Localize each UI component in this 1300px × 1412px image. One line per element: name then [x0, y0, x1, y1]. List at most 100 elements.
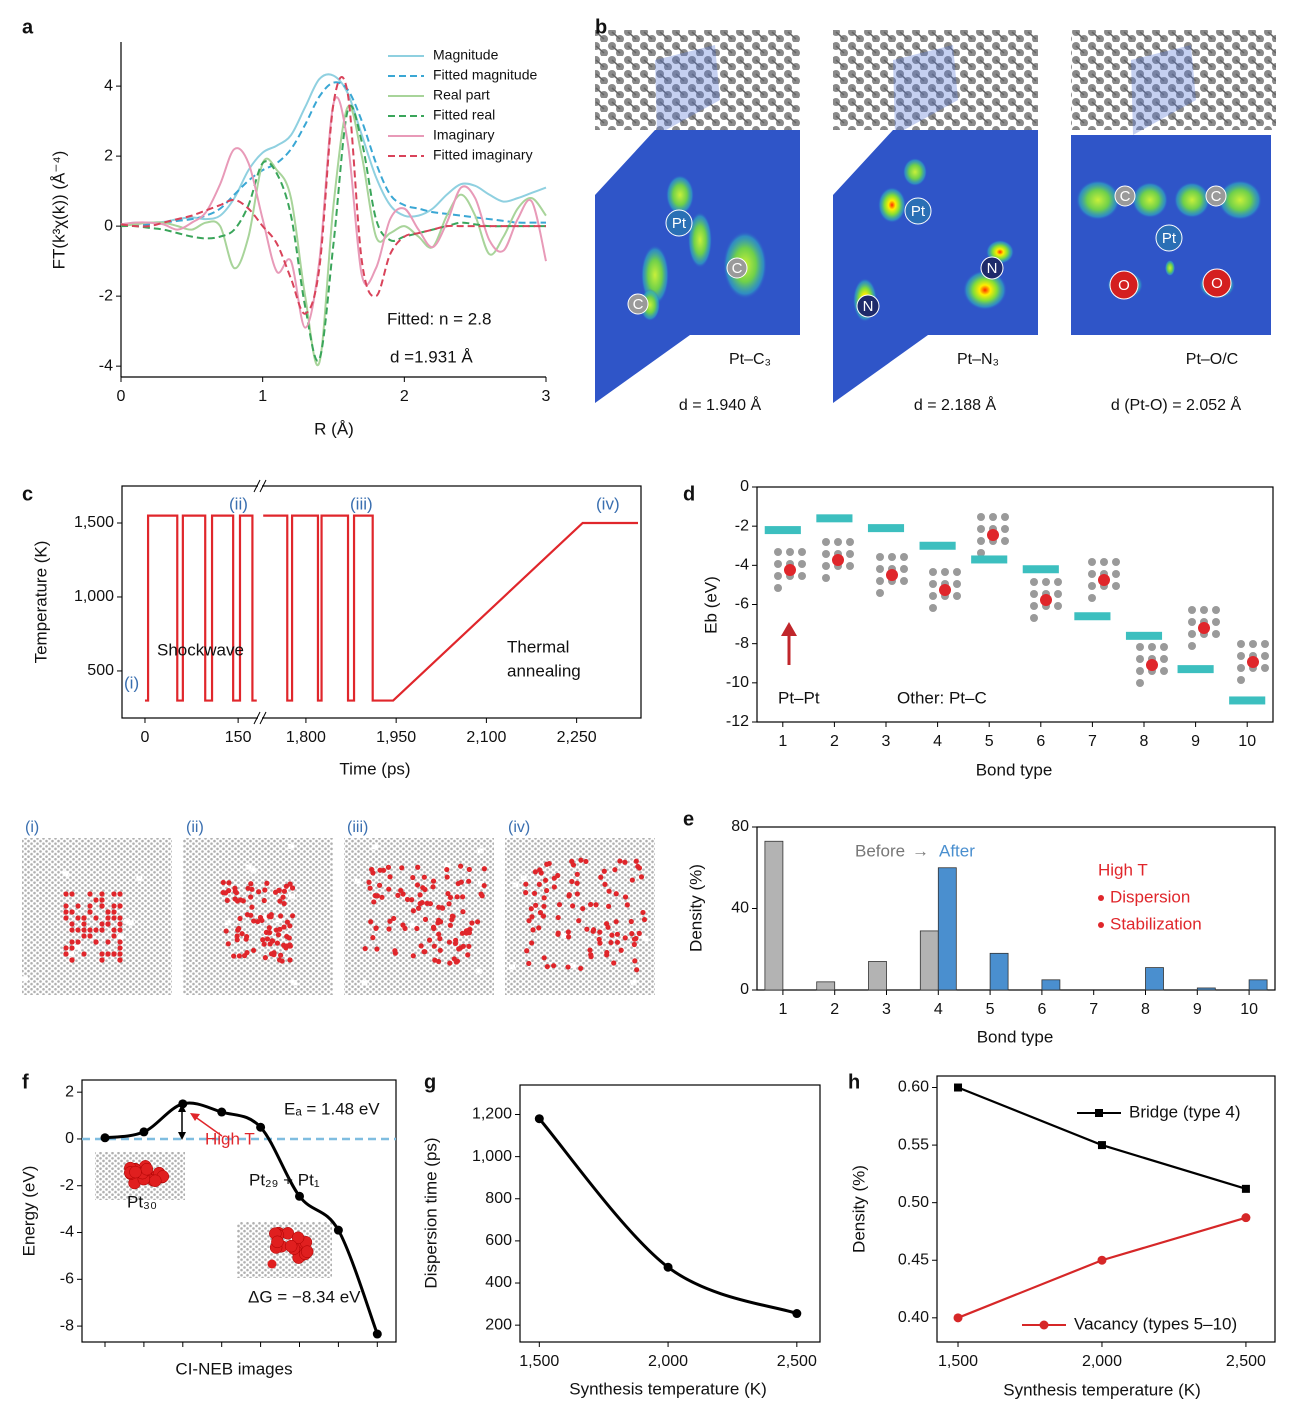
pt-atom	[271, 1235, 284, 1249]
pt-atom	[111, 915, 117, 921]
c-atom	[822, 562, 830, 570]
pt-atom	[271, 952, 277, 958]
pt-atom	[410, 874, 416, 881]
vacancy-hole	[288, 843, 295, 849]
legend-label: Imaginary	[433, 127, 494, 143]
pt-atom	[533, 902, 539, 908]
pt-atom	[105, 921, 111, 927]
pt-atom	[541, 955, 547, 961]
pt-atom	[436, 931, 442, 937]
c-atom	[929, 568, 937, 576]
pt-atom	[418, 943, 424, 949]
density-map	[833, 130, 1038, 403]
bar	[816, 981, 836, 991]
pt-atom	[526, 918, 532, 924]
pt-atom	[117, 939, 123, 945]
pt-atom	[436, 904, 442, 910]
y-tick-label: 0	[740, 981, 749, 998]
c-atom	[1001, 525, 1009, 533]
x-tick-label: 5	[986, 1001, 995, 1018]
c-atom	[1160, 667, 1168, 675]
c-atom	[1261, 652, 1269, 660]
pt-atom	[469, 920, 475, 926]
energy-level	[1074, 612, 1111, 621]
pt-atom	[111, 927, 117, 933]
annotation: Thermal	[507, 637, 569, 656]
vacancy-hole	[136, 875, 143, 881]
pt-atom	[241, 953, 248, 959]
x-tick-label: 2,100	[466, 729, 506, 746]
arrowhead	[190, 1113, 200, 1121]
c-atom	[900, 565, 908, 573]
atom-label: O	[1211, 275, 1223, 292]
atom	[627, 293, 649, 315]
density-blob	[1165, 260, 1175, 276]
atom-label: N	[863, 298, 874, 315]
pt-atom	[289, 913, 296, 919]
y-tick-label: 600	[485, 1232, 512, 1249]
axis-break	[259, 479, 267, 493]
y-axis-label: Energy (eV)	[19, 1166, 38, 1257]
pt-atom	[63, 915, 69, 921]
pt-atom	[81, 921, 87, 927]
pt-atom	[640, 909, 646, 916]
pt-atom	[117, 945, 123, 951]
pt-atom	[430, 884, 436, 890]
pt-atom	[424, 900, 430, 906]
pt-atom	[99, 957, 105, 963]
x-tick-label: 10	[1240, 1001, 1258, 1018]
pt-atom	[289, 885, 296, 891]
y-tick-label: 0.40	[898, 1309, 929, 1326]
pt-atom	[264, 936, 271, 942]
pt-atom	[613, 891, 619, 897]
pt-atom	[226, 880, 232, 886]
pt-atom	[372, 893, 378, 899]
pt-atom	[93, 927, 99, 933]
pt-atom	[409, 897, 415, 903]
pt-atom	[99, 903, 105, 909]
bar	[1248, 979, 1268, 991]
pt-atom	[111, 933, 117, 939]
atom	[726, 257, 748, 279]
density-blob	[1076, 180, 1120, 220]
c-atom	[1030, 602, 1038, 610]
x-tick-label: 10	[1238, 733, 1256, 750]
pt-atom	[474, 919, 481, 925]
pt-atom	[263, 929, 270, 935]
y-tick-label: 80	[731, 818, 749, 835]
x-tick-label: 9	[1193, 1001, 1202, 1018]
pt-atom	[278, 913, 284, 919]
pt-atom	[283, 883, 289, 889]
pt-atom	[236, 925, 242, 932]
pt-atom	[232, 888, 238, 894]
pt-atom	[622, 935, 628, 941]
pt-atom	[419, 899, 425, 906]
pt-atom	[105, 909, 111, 915]
c-atom	[941, 568, 949, 576]
pt-atom	[536, 881, 542, 887]
pt-atom	[608, 939, 614, 946]
c-atom	[1001, 513, 1009, 521]
pt-atom	[269, 938, 275, 944]
x-tick-label: 2	[830, 733, 839, 750]
y-tick-label: -8	[60, 1317, 74, 1334]
x-tick-label: 5	[985, 733, 994, 750]
pt-atom	[414, 925, 420, 932]
vacancy-hole	[642, 935, 649, 941]
pt-atom	[117, 951, 123, 957]
pt-atom	[277, 898, 283, 904]
pt-atom	[385, 864, 392, 870]
pt-atom	[591, 927, 597, 933]
c-atom	[774, 560, 782, 568]
y-tick-label: 4	[104, 77, 113, 94]
annotation: Dispersion	[1110, 887, 1190, 906]
snapshot	[344, 838, 494, 995]
pt-atom	[129, 1165, 142, 1179]
pt-atom	[284, 919, 290, 925]
pt-atom	[105, 939, 111, 945]
c-atom	[1249, 640, 1257, 648]
plot-frame	[121, 485, 642, 719]
x-axis-label: Time (ps)	[339, 759, 410, 778]
pt-atom	[149, 1174, 162, 1188]
